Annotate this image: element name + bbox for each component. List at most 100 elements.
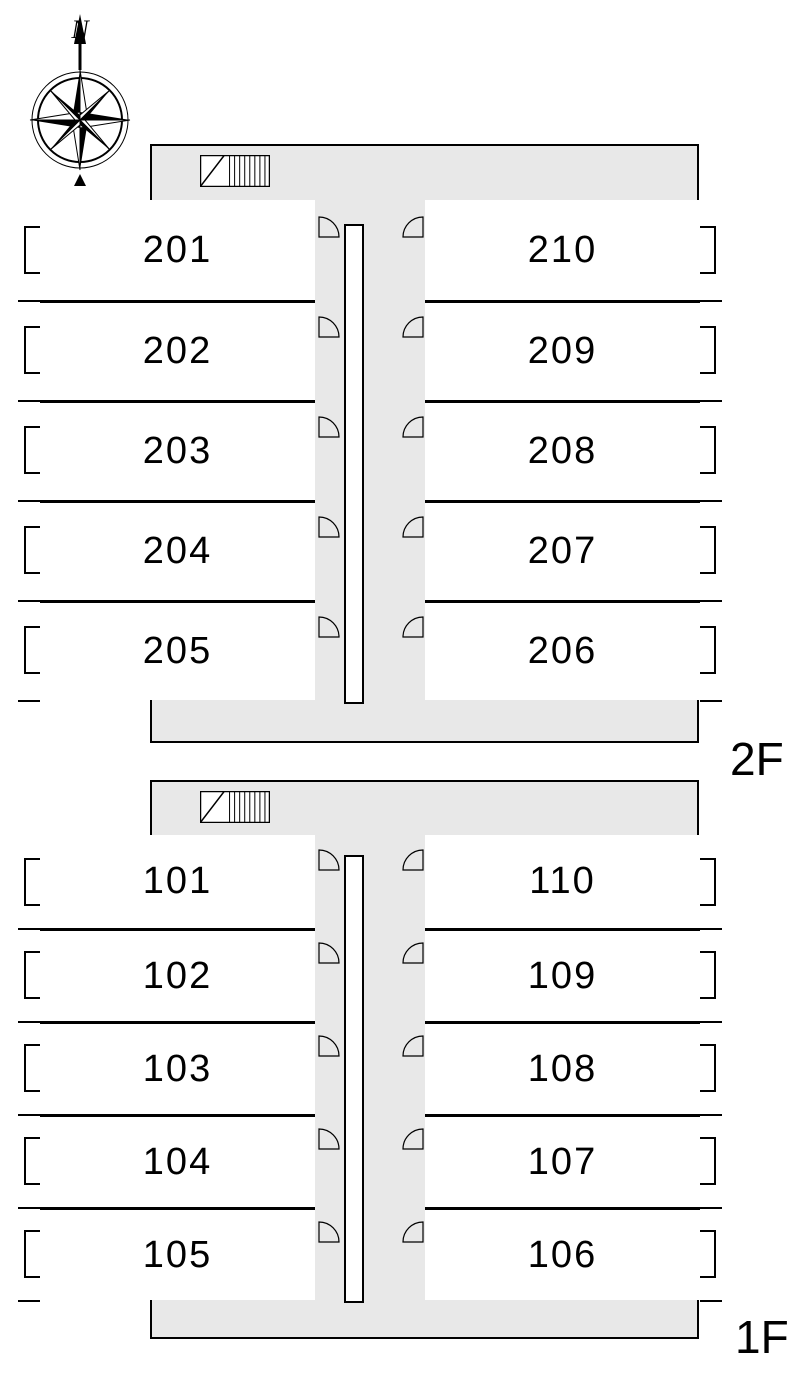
- corridor-slot-2F: [344, 224, 364, 704]
- door-arc-icon: [317, 848, 341, 872]
- unit-label: 102: [143, 955, 212, 998]
- door-arc-icon: [317, 1220, 341, 1244]
- unit-label: 208: [528, 430, 597, 473]
- wall-extension: [700, 1114, 722, 1116]
- wall-extension: [700, 1300, 722, 1302]
- balcony-tab: [24, 426, 40, 474]
- unit-102: 102: [40, 928, 315, 1021]
- unit-label: 207: [528, 530, 597, 573]
- wall-extension: [700, 500, 722, 502]
- wall-extension: [18, 928, 40, 930]
- unit-label: 209: [528, 330, 597, 373]
- unit-210: 210: [425, 200, 700, 300]
- door-arc-icon: [317, 1034, 341, 1058]
- wall-extension: [700, 928, 722, 930]
- balcony-tab: [24, 626, 40, 674]
- unit-label: 106: [528, 1234, 597, 1277]
- unit-203: 203: [40, 400, 315, 500]
- floor-label-2F: 2F: [730, 732, 784, 786]
- balcony-tab: [24, 526, 40, 574]
- unit-107: 107: [425, 1114, 700, 1207]
- corridor-slot-1F: [344, 855, 364, 1303]
- wall-extension: [18, 400, 40, 402]
- unit-label: 105: [143, 1234, 212, 1277]
- door-arc-icon: [317, 215, 341, 239]
- floor-label-1F: 1F: [735, 1310, 789, 1364]
- unit-label: 101: [143, 860, 212, 903]
- balcony-tab: [700, 951, 716, 999]
- unit-label: 203: [143, 430, 212, 473]
- unit-209: 209: [425, 300, 700, 400]
- unit-label: 109: [528, 955, 597, 998]
- unit-207: 207: [425, 500, 700, 600]
- balcony-tab: [24, 858, 40, 906]
- wall-extension: [18, 600, 40, 602]
- unit-201: 201: [40, 200, 315, 300]
- unit-label: 104: [143, 1141, 212, 1184]
- balcony-tab: [700, 426, 716, 474]
- unit-103: 103: [40, 1021, 315, 1114]
- door-arc-icon: [317, 515, 341, 539]
- door-arc-icon: [401, 941, 425, 965]
- balcony-tab: [700, 1137, 716, 1185]
- door-arc-icon: [401, 1034, 425, 1058]
- wall-extension: [700, 1021, 722, 1023]
- unit-label: 201: [143, 229, 212, 272]
- unit-109: 109: [425, 928, 700, 1021]
- balcony-tab: [700, 326, 716, 374]
- door-arc-icon: [317, 315, 341, 339]
- unit-101: 101: [40, 835, 315, 928]
- stairs-icon: [200, 155, 270, 187]
- wall-extension: [18, 500, 40, 502]
- unit-label: 202: [143, 330, 212, 373]
- unit-label: 108: [528, 1048, 597, 1091]
- unit-105: 105: [40, 1207, 315, 1300]
- unit-label: 210: [528, 229, 597, 272]
- door-arc-icon: [317, 941, 341, 965]
- compass-icon: N: [20, 10, 140, 195]
- unit-106: 106: [425, 1207, 700, 1300]
- unit-label: 107: [528, 1141, 597, 1184]
- floorplan-canvas: N: [0, 0, 800, 1373]
- wall-extension: [18, 1300, 40, 1302]
- wall-extension: [18, 1114, 40, 1116]
- unit-label: 110: [529, 860, 596, 903]
- balcony-tab: [700, 858, 716, 906]
- unit-110: 110: [425, 835, 700, 928]
- balcony-tab: [24, 1230, 40, 1278]
- unit-104: 104: [40, 1114, 315, 1207]
- balcony-tab: [24, 326, 40, 374]
- door-arc-icon: [401, 315, 425, 339]
- door-arc-icon: [317, 1127, 341, 1151]
- door-arc-icon: [317, 415, 341, 439]
- balcony-tab: [700, 526, 716, 574]
- wall-extension: [700, 300, 722, 302]
- unit-206: 206: [425, 600, 700, 700]
- balcony-tab: [700, 626, 716, 674]
- door-arc-icon: [401, 1220, 425, 1244]
- door-arc-icon: [317, 615, 341, 639]
- wall-extension: [18, 1021, 40, 1023]
- balcony-tab: [700, 1044, 716, 1092]
- unit-205: 205: [40, 600, 315, 700]
- balcony-tab: [24, 951, 40, 999]
- door-arc-icon: [401, 1127, 425, 1151]
- wall-extension: [700, 600, 722, 602]
- wall-extension: [18, 1207, 40, 1209]
- balcony-tab: [24, 1137, 40, 1185]
- balcony-tab: [700, 1230, 716, 1278]
- balcony-tab: [24, 1044, 40, 1092]
- door-arc-icon: [401, 848, 425, 872]
- unit-208: 208: [425, 400, 700, 500]
- balcony-tab: [700, 226, 716, 274]
- balcony-tab: [24, 226, 40, 274]
- unit-108: 108: [425, 1021, 700, 1114]
- stairs-icon: [200, 791, 270, 823]
- wall-extension: [700, 1207, 722, 1209]
- door-arc-icon: [401, 615, 425, 639]
- unit-label: 205: [143, 630, 212, 673]
- door-arc-icon: [401, 515, 425, 539]
- door-arc-icon: [401, 415, 425, 439]
- unit-label: 204: [143, 530, 212, 573]
- wall-extension: [18, 300, 40, 302]
